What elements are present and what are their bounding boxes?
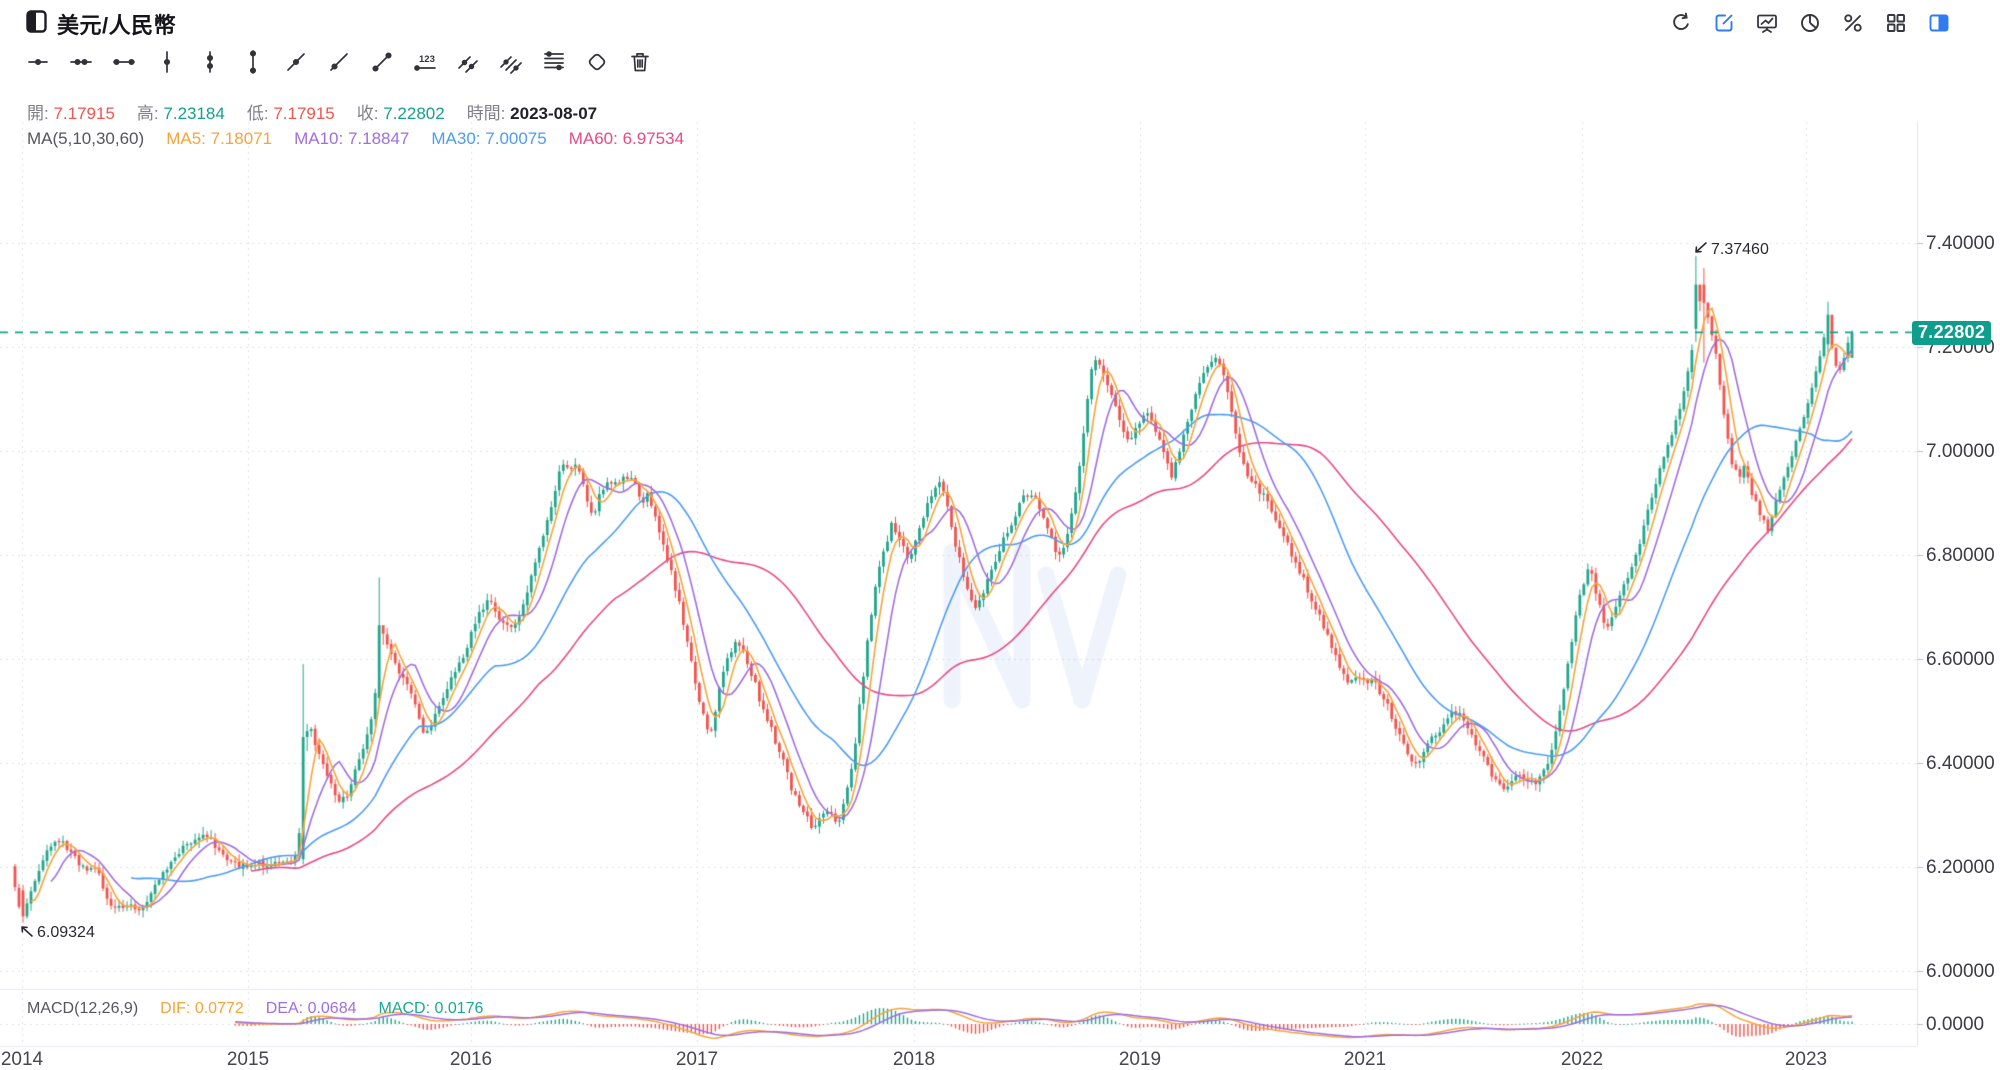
ma60-label: MA60: [568,129,618,148]
price-tick-label: 6.40000 [1926,753,1995,774]
parallel-lines-tool-icon[interactable] [454,48,482,76]
high-value: 7.23184 [163,104,225,123]
price-note-tool-icon[interactable]: 123 [411,48,439,76]
low-label: 低: [246,104,269,123]
drawing-toolbar: 123 [24,48,654,76]
ma10-value: 7.18847 [347,129,410,148]
horizontal-segment-tool-icon[interactable] [67,48,95,76]
dea-value: 0.0684 [307,1000,357,1017]
price-tick-label: 6.80000 [1926,545,1995,566]
price-tick-label: 7.40000 [1926,233,1995,254]
macd-zero-tick-label: 0.0000 [1926,1014,1985,1035]
fibonacci-lines-tool-icon[interactable] [540,48,568,76]
high-label: 高: [136,104,159,123]
ma5-value: 7.18071 [210,129,273,148]
ray-line-tool-icon[interactable] [325,48,353,76]
header-actions [1668,10,1952,36]
panel-split-icon[interactable] [1926,10,1952,36]
horizontal-line-tool-icon[interactable] [110,48,138,76]
refresh-icon[interactable] [1668,10,1694,36]
dif-value: 0.0772 [194,1000,244,1017]
price-tick-label: 6.60000 [1926,649,1995,670]
price-tick-label: 6.00000 [1926,961,1995,982]
pie-chart-icon[interactable] [1797,10,1823,36]
ma-group-label: MA(5,10,30,60) [27,129,145,148]
horizontal-ray-tool-icon[interactable] [24,48,52,76]
eraser-tool-icon[interactable] [583,48,611,76]
ohlc-legend: 開: 7.17915 高: 7.23184 低: 7.17915 收: 7.22… [27,99,597,124]
year-tick-label: 2018 [892,1049,936,1070]
ma30-label: MA30: [431,129,481,148]
close-label: 收: [356,104,379,123]
time-label: 時間: [466,104,506,123]
grid-layout-icon[interactable] [1883,10,1909,36]
range-low-value: 6.09324 [37,924,95,941]
ma60-value: 6.97534 [622,129,685,148]
header: 美元/人民幣 [26,8,176,40]
range-high-value: 7.37460 [1711,241,1769,258]
year-tick-label: 2019 [1118,1049,1162,1070]
last-price-tag: 7.22802 [1912,321,1992,345]
dif-label: DIF: [160,1000,191,1017]
page-title: 美元/人民幣 [57,13,177,38]
percent-icon[interactable] [1840,10,1866,36]
open-value: 7.17915 [53,104,115,123]
price-channel-tool-icon[interactable] [497,48,525,76]
macd-group-label: MACD(12,26,9) [27,1000,139,1017]
trend-line-tool-icon[interactable] [282,48,310,76]
dea-label: DEA: [265,1000,304,1017]
ma-legend: MA(5,10,30,60) MA5: 7.18071 MA10: 7.1884… [27,129,684,149]
macd-label: MACD: [378,1000,431,1017]
vertical-segment-tool-icon[interactable] [196,48,224,76]
clear-all-tool-icon[interactable] [626,48,654,76]
ma5-label: MA5: [166,129,206,148]
year-tick-label: 2014 [0,1049,44,1070]
low-marker-arrow-icon [18,924,34,943]
svg-text:123: 123 [419,54,435,65]
vertical-ray-tool-icon[interactable] [153,48,181,76]
time-value: 2023-08-07 [510,104,598,123]
chart-board-icon[interactable] [1754,10,1780,36]
range-high-annotation: 7.37460 [1692,241,1769,260]
instrument-icon [26,10,47,38]
year-tick-label: 2017 [675,1049,719,1070]
high-marker-arrow-icon [1692,241,1708,260]
macd-legend: MACD(12,26,9) DIF: 0.0772 DEA: 0.0684 MA… [27,1000,483,1018]
macd-value: 0.0176 [434,1000,484,1017]
segment-line-tool-icon[interactable] [368,48,396,76]
year-tick-label: 2023 [1784,1049,1828,1070]
year-tick-label: 2016 [449,1049,493,1070]
year-tick-label: 2021 [1343,1049,1387,1070]
ma30-value: 7.00075 [485,129,547,148]
open-label: 開: [27,104,49,123]
low-value: 7.17915 [273,104,335,123]
price-tick-label: 7.00000 [1926,441,1995,462]
ma10-label: MA10: [294,129,344,148]
range-low-annotation: 6.09324 [18,924,95,943]
draw-mode-icon[interactable] [1711,10,1737,36]
vertical-line-tool-icon[interactable] [239,48,267,76]
year-tick-label: 2015 [226,1049,270,1070]
year-tick-label: 2022 [1560,1049,1604,1070]
price-tick-label: 6.20000 [1926,857,1995,878]
close-value: 7.22802 [383,104,445,123]
